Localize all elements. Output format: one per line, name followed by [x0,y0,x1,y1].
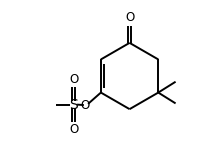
Text: O: O [69,73,78,86]
Text: O: O [125,11,134,24]
Text: O: O [69,123,78,136]
Text: O: O [80,98,89,112]
Text: S: S [69,98,78,112]
